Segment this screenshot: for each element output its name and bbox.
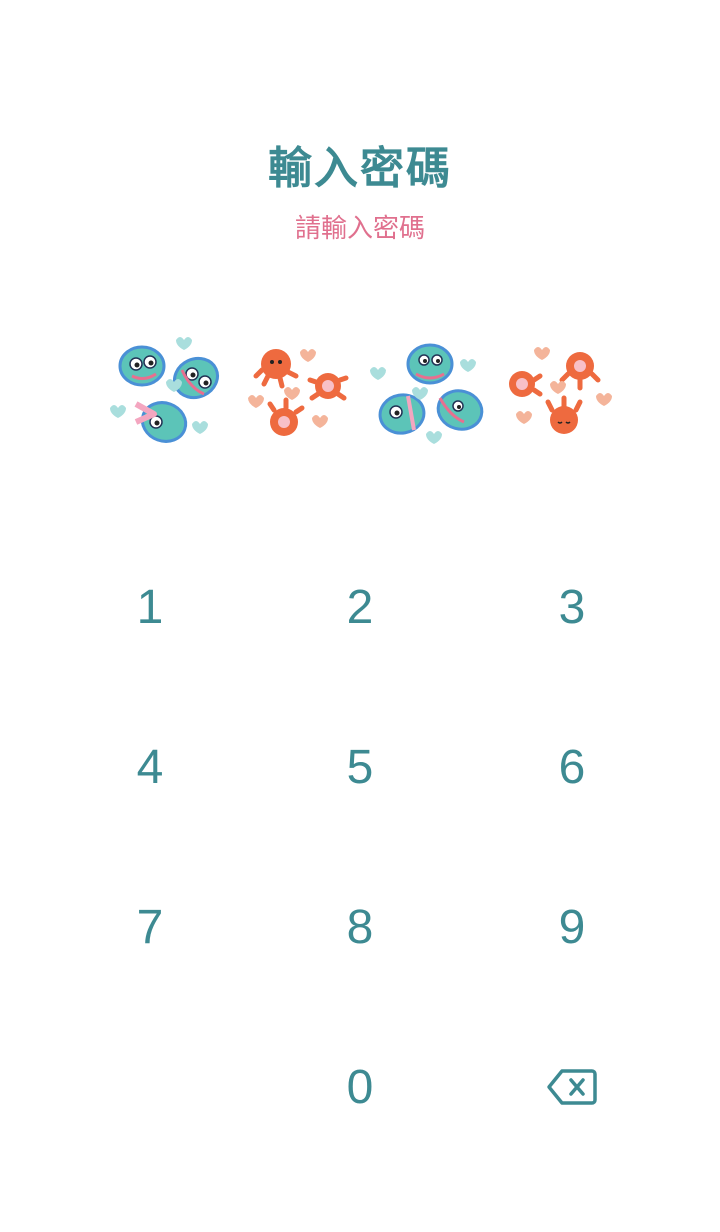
key-5[interactable]: 5 — [346, 740, 374, 794]
fish-cluster-icon — [370, 343, 484, 444]
key-9[interactable]: 9 — [558, 900, 586, 954]
key-3[interactable]: 3 — [558, 580, 586, 634]
backspace-button[interactable] — [492, 1032, 652, 1142]
pin-slot-3 — [368, 330, 492, 454]
backspace-icon — [547, 1069, 597, 1105]
key-8[interactable]: 8 — [346, 900, 374, 954]
page-subtitle: 請輸入密碼 — [294, 214, 425, 244]
key-0[interactable]: 0 — [346, 1060, 374, 1114]
fish-cluster-icon — [110, 337, 219, 443]
pin-slot-4 — [502, 330, 626, 454]
key-4[interactable]: 4 — [136, 740, 164, 794]
page-title: 輸入密碼 — [268, 143, 452, 194]
key-2[interactable]: 2 — [346, 580, 374, 634]
octopus-cluster-icon — [248, 349, 349, 436]
octopus-cluster-icon — [509, 347, 612, 434]
pin-indicator-row — [106, 330, 612, 454]
key-6[interactable]: 6 — [558, 740, 586, 794]
key-1[interactable]: 1 — [136, 580, 164, 634]
pin-slot-1 — [106, 330, 230, 454]
key-7[interactable]: 7 — [136, 900, 164, 954]
pin-slot-2 — [246, 330, 370, 454]
